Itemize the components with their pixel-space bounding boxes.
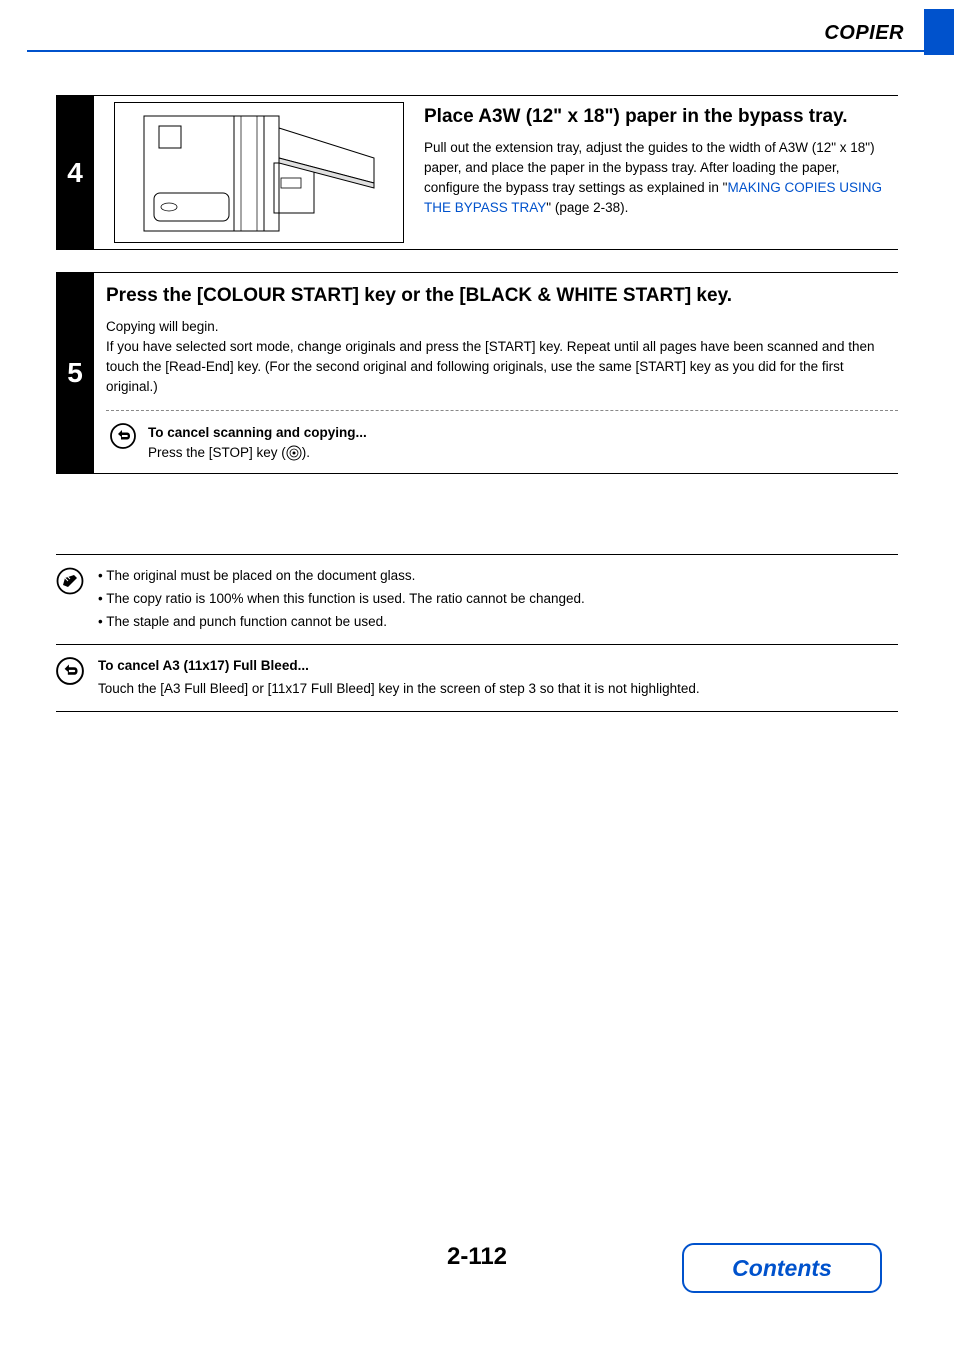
step-4-text: Place A3W (12" x 18") paper in the bypas… xyxy=(424,96,898,249)
step-4-heading: Place A3W (12" x 18") paper in the bypas… xyxy=(424,104,888,130)
step-5-body: Copying will begin. If you have selected… xyxy=(106,317,898,398)
dashed-divider xyxy=(106,410,898,411)
step-4-body-after: " (page 2-38). xyxy=(546,200,628,215)
cancel-title: To cancel scanning and copying... xyxy=(148,425,367,440)
printer-svg xyxy=(129,108,389,238)
page-content: 4 Place A3W (12" x 18") paper in the byp… xyxy=(56,95,898,712)
step-5-heading: Press the [COLOUR START] key or the [BLA… xyxy=(106,283,898,309)
note-info-block: The original must be placed on the docum… xyxy=(56,554,898,644)
cancel-body-before: Press the [STOP] key ( xyxy=(148,445,286,460)
printer-diagram xyxy=(114,102,404,243)
note-bullet-2: The staple and punch function cannot be … xyxy=(98,611,898,634)
note-cancel-title: To cancel A3 (11x17) Full Bleed... xyxy=(98,658,309,673)
cancel-body-after: ). xyxy=(302,445,310,460)
back-arrow-icon-2 xyxy=(56,655,84,701)
note-cancel-block: To cancel A3 (11x17) Full Bleed... Touch… xyxy=(56,644,898,712)
cancel-text: To cancel scanning and copying... Press … xyxy=(148,423,367,464)
header-rule xyxy=(27,50,954,52)
contents-button[interactable]: Contents xyxy=(682,1243,882,1293)
note-bullet-1: The copy ratio is 100% when this functio… xyxy=(98,588,898,611)
stop-key-icon xyxy=(286,445,302,461)
step-4-number: 4 xyxy=(56,96,94,249)
step-5-number: 5 xyxy=(56,273,94,473)
note-cancel-content: To cancel A3 (11x17) Full Bleed... Touch… xyxy=(98,655,898,701)
tab-marker xyxy=(924,9,954,55)
page-number: 2-112 xyxy=(447,1243,507,1271)
back-arrow-icon xyxy=(110,423,136,449)
step-4-row: 4 Place A3W (12" x 18") paper in the byp… xyxy=(56,95,898,250)
note-bullets: The original must be placed on the docum… xyxy=(98,565,898,634)
step-5-text: Press the [COLOUR START] key or the [BLA… xyxy=(94,273,898,473)
step-5-row: 5 Press the [COLOUR START] key or the [B… xyxy=(56,272,898,474)
note-bullet-0: The original must be placed on the docum… xyxy=(98,565,898,588)
pencil-icon xyxy=(56,565,84,634)
note-cancel-body: Touch the [A3 Full Bleed] or [11x17 Full… xyxy=(98,681,700,696)
step-4-body: Pull out the extension tray, adjust the … xyxy=(424,138,888,219)
step-5-cancel: To cancel scanning and copying... Press … xyxy=(106,423,898,464)
notes-section: The original must be placed on the docum… xyxy=(56,554,898,712)
section-title: COPIER xyxy=(824,22,904,45)
